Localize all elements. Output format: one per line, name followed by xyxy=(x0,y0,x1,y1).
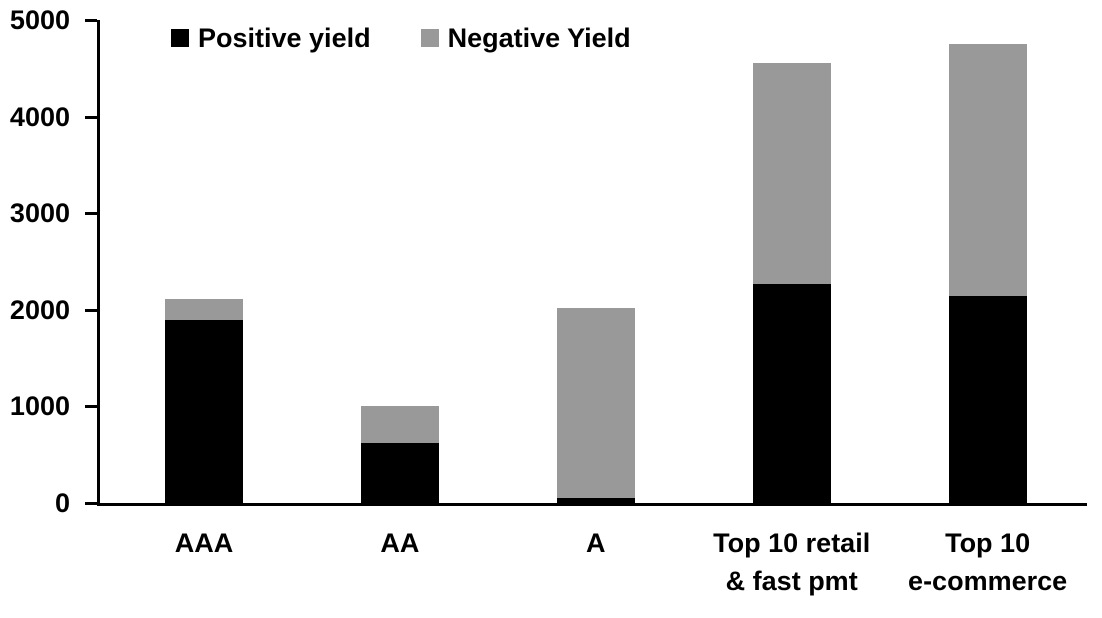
bar-segment-positive-yield-top-10-e-commerce xyxy=(948,296,1027,503)
bar-segment-positive-yield-a xyxy=(556,498,635,503)
x-category-label-line: A xyxy=(586,528,606,558)
y-axis-tick xyxy=(85,308,97,312)
x-category-label-line: AA xyxy=(380,528,420,558)
positive-yield-swatch-icon xyxy=(171,29,189,47)
x-category-label-line: & fast pmt xyxy=(725,566,858,596)
y-tick-label: 0 xyxy=(54,488,70,518)
x-category-label-line: Top 10 retail xyxy=(713,528,871,558)
x-axis xyxy=(97,503,1087,506)
y-tick-label: 4000 xyxy=(9,101,70,132)
legend-label-negative-yield: Negative Yield xyxy=(447,22,631,53)
negative-yield-swatch-icon xyxy=(420,29,439,47)
legend-item-negative-yield: Negative Yield xyxy=(420,18,631,58)
y-axis xyxy=(97,20,100,506)
x-category-label-a: A xyxy=(446,524,746,562)
y-axis-tick xyxy=(85,115,97,119)
y-tick-label: 1000 xyxy=(9,391,70,422)
legend-item-positive-yield: Positive yield xyxy=(171,18,371,58)
y-axis-tick xyxy=(85,19,97,22)
y-axis-tick xyxy=(85,212,97,216)
bar-segment-positive-yield-aa xyxy=(360,443,439,503)
bar-segment-negative-yield-aaa xyxy=(165,299,243,321)
y-tick-label: 3000 xyxy=(9,198,70,229)
y-tick-label: 5000 xyxy=(9,5,70,35)
x-category-label-line: e-commerce xyxy=(908,566,1068,596)
x-category-label-line: AAA xyxy=(174,528,234,558)
bar-segment-negative-yield-top-10-e-commerce xyxy=(948,44,1027,297)
x-category-label-aa: AA xyxy=(250,524,550,562)
legend-label-positive-yield: Positive yield xyxy=(198,22,371,53)
chart-legend: Positive yield Negative Yield xyxy=(171,18,631,58)
x-category-label-top-10-retail-fast-pmt: Top 10 retail & fast pmt xyxy=(642,524,942,600)
y-axis-tick xyxy=(85,502,97,505)
bar-segment-positive-yield-aaa xyxy=(165,320,243,503)
bar-segment-negative-yield-top-10-retail-fast-pmt xyxy=(752,63,831,284)
bar-segment-positive-yield-top-10-retail-fast-pmt xyxy=(752,283,831,503)
y-tick-label: 2000 xyxy=(9,294,70,325)
x-category-label-line: Top 10 xyxy=(945,528,1031,558)
x-category-label-aaa: AAA xyxy=(54,524,354,562)
y-axis-tick xyxy=(85,405,97,409)
x-category-label-top-10-e-commerce: Top 10 e-commerce xyxy=(838,524,1102,600)
bar-segment-negative-yield-aa xyxy=(360,406,439,444)
bar-segment-negative-yield-a xyxy=(556,307,635,499)
